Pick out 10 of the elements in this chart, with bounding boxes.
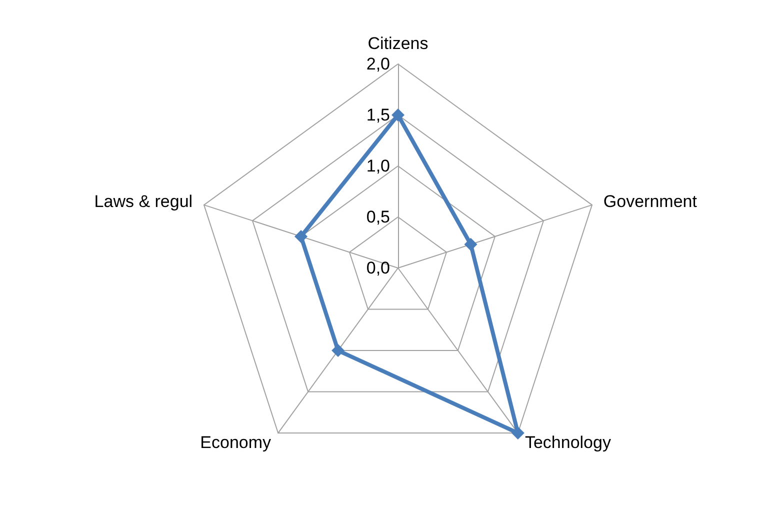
spoke-label: Technology	[524, 433, 612, 452]
spoke-label: Government	[603, 192, 698, 211]
y-tick-label: 0,0	[366, 258, 390, 278]
y-tick-label: 0,5	[366, 208, 390, 226]
spoke-label: Laws & regul	[94, 192, 193, 211]
y-tick-label: 2,0	[366, 54, 390, 74]
spoke-label: Economy	[200, 433, 272, 452]
spoke-label: Citizens	[368, 34, 428, 53]
y-tick-label: 1,0	[366, 156, 390, 176]
y-tick-label: 1,5	[366, 106, 390, 124]
